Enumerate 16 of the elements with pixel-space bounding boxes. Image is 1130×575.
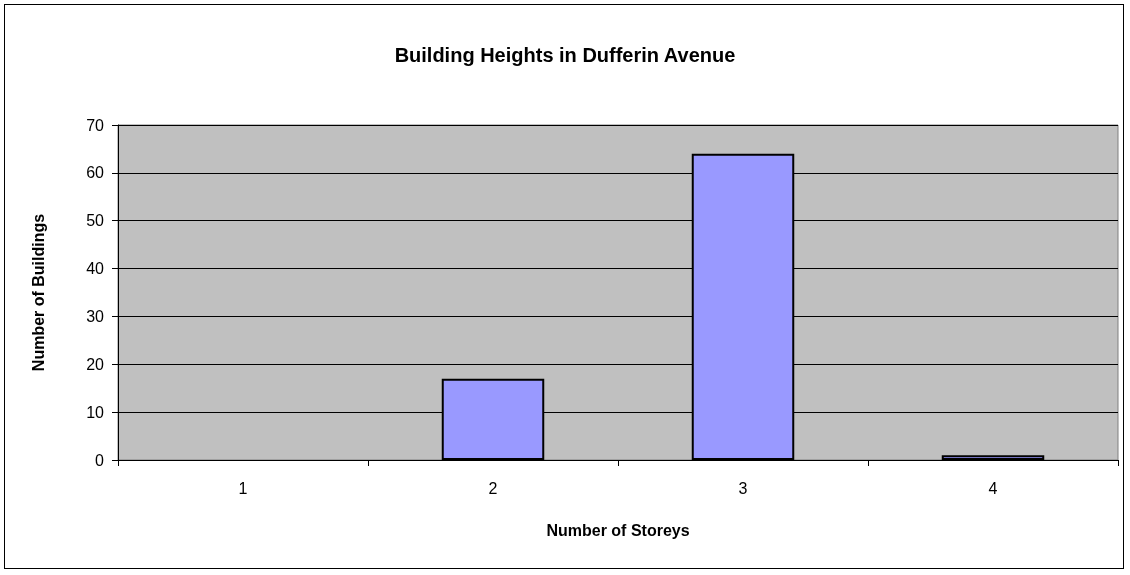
bar — [941, 455, 1045, 460]
y-axis-title: Number of Buildings — [29, 213, 47, 372]
y-tick-label: 10 — [86, 403, 105, 421]
x-axis-title: Number of Storeys — [546, 521, 690, 539]
y-tick-label: 60 — [86, 164, 105, 182]
y-tick-label: 50 — [86, 212, 105, 230]
x-tick-label: 3 — [738, 479, 748, 497]
y-tick-label: 30 — [86, 307, 105, 325]
x-tick-label: 2 — [488, 479, 498, 497]
x-tick-label: 4 — [988, 479, 998, 497]
y-tick-label: 40 — [86, 260, 105, 278]
chart-title: Building Heights in Dufferin Avenue — [394, 44, 736, 66]
y-tick-label: 70 — [86, 116, 105, 134]
x-tick-label: 1 — [238, 479, 248, 497]
y-tick-label: 0 — [95, 451, 105, 469]
y-tick-label: 20 — [86, 355, 105, 373]
